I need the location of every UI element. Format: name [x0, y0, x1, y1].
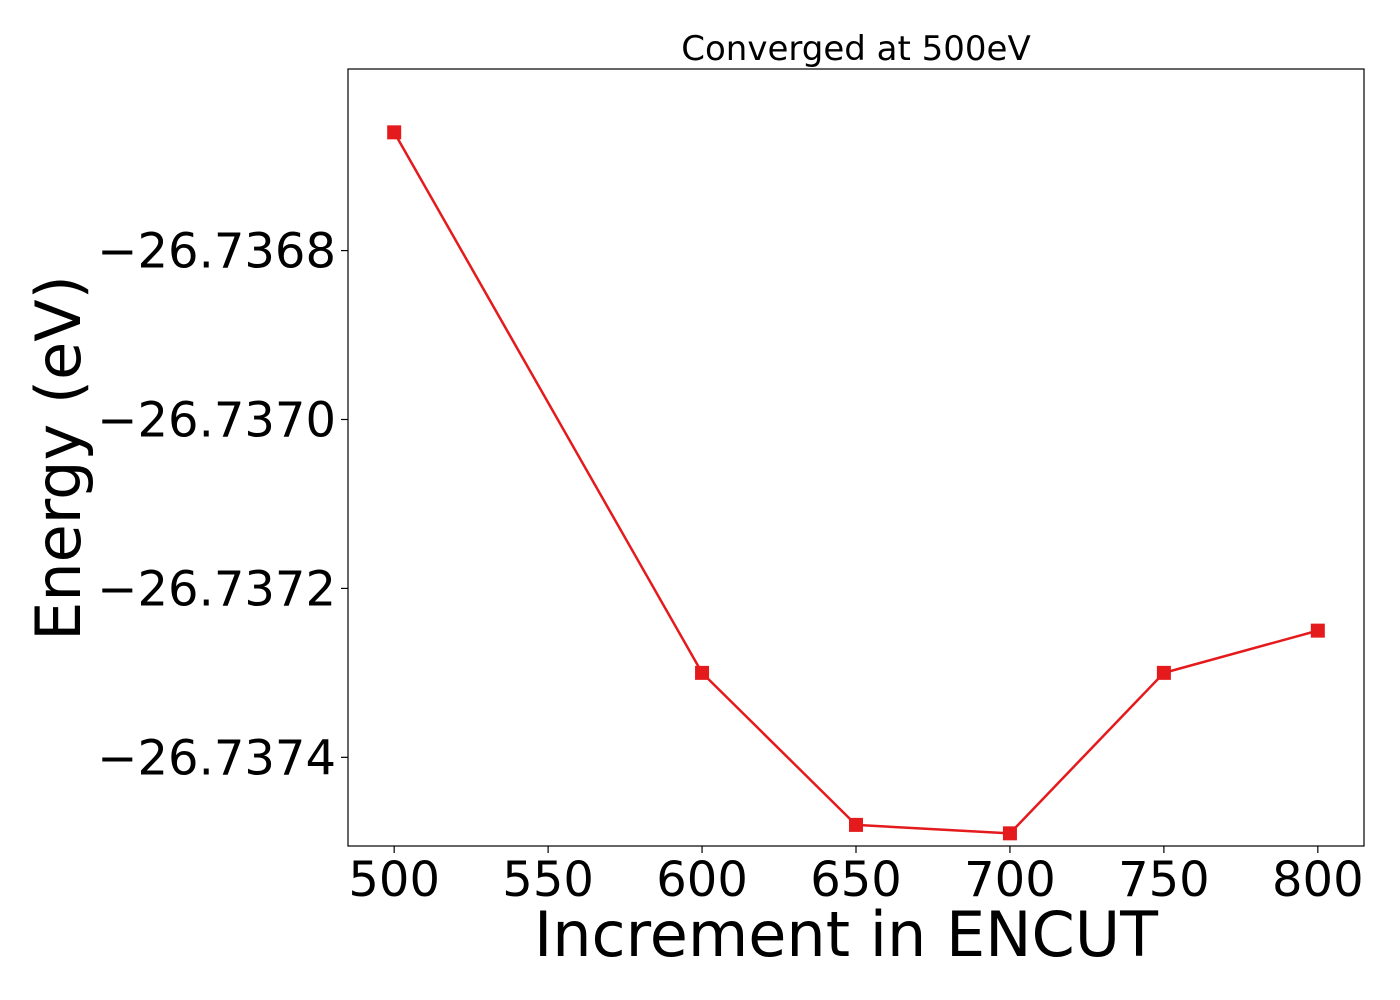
x-tick-label: 650 — [810, 852, 902, 908]
x-axis-ticks: 500 550 600 650 700 750 800 — [348, 846, 1364, 908]
x-tick-label: 550 — [502, 852, 594, 908]
x-tick-label: 600 — [656, 852, 748, 908]
data-point — [1156, 665, 1171, 680]
data-point — [1310, 623, 1325, 638]
plot-area-frame — [347, 68, 1365, 847]
data-point — [849, 817, 863, 832]
chart-title: Converged at 500eV — [681, 29, 1030, 69]
y-tick-label: −26.7368 — [97, 224, 336, 280]
x-tick-label: 750 — [1118, 852, 1210, 908]
x-axis-label: Increment in ENCUT — [534, 898, 1159, 971]
series-layer — [387, 125, 1325, 841]
x-tick-label: 700 — [964, 852, 1056, 908]
y-axis-ticks: −26.7368 −26.7370 −26.7372 −26.7374 — [97, 224, 348, 786]
data-point — [695, 665, 710, 680]
x-tick-label: 500 — [348, 852, 440, 908]
series-line — [393, 131, 1319, 835]
data-point — [1002, 826, 1017, 841]
y-tick-label: −26.7372 — [97, 561, 336, 617]
y-tick-label: −26.7374 — [97, 730, 336, 786]
y-tick-label: −26.7370 — [97, 392, 336, 448]
y-axis-label: Energy (eV) — [22, 275, 95, 641]
x-tick-label: 800 — [1272, 852, 1364, 908]
data-point — [387, 125, 402, 140]
